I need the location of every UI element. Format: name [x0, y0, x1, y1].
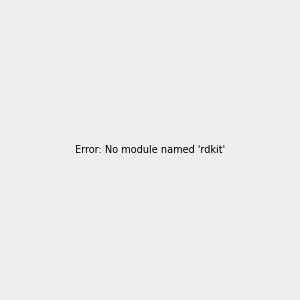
Text: Error: No module named 'rdkit': Error: No module named 'rdkit': [75, 145, 225, 155]
